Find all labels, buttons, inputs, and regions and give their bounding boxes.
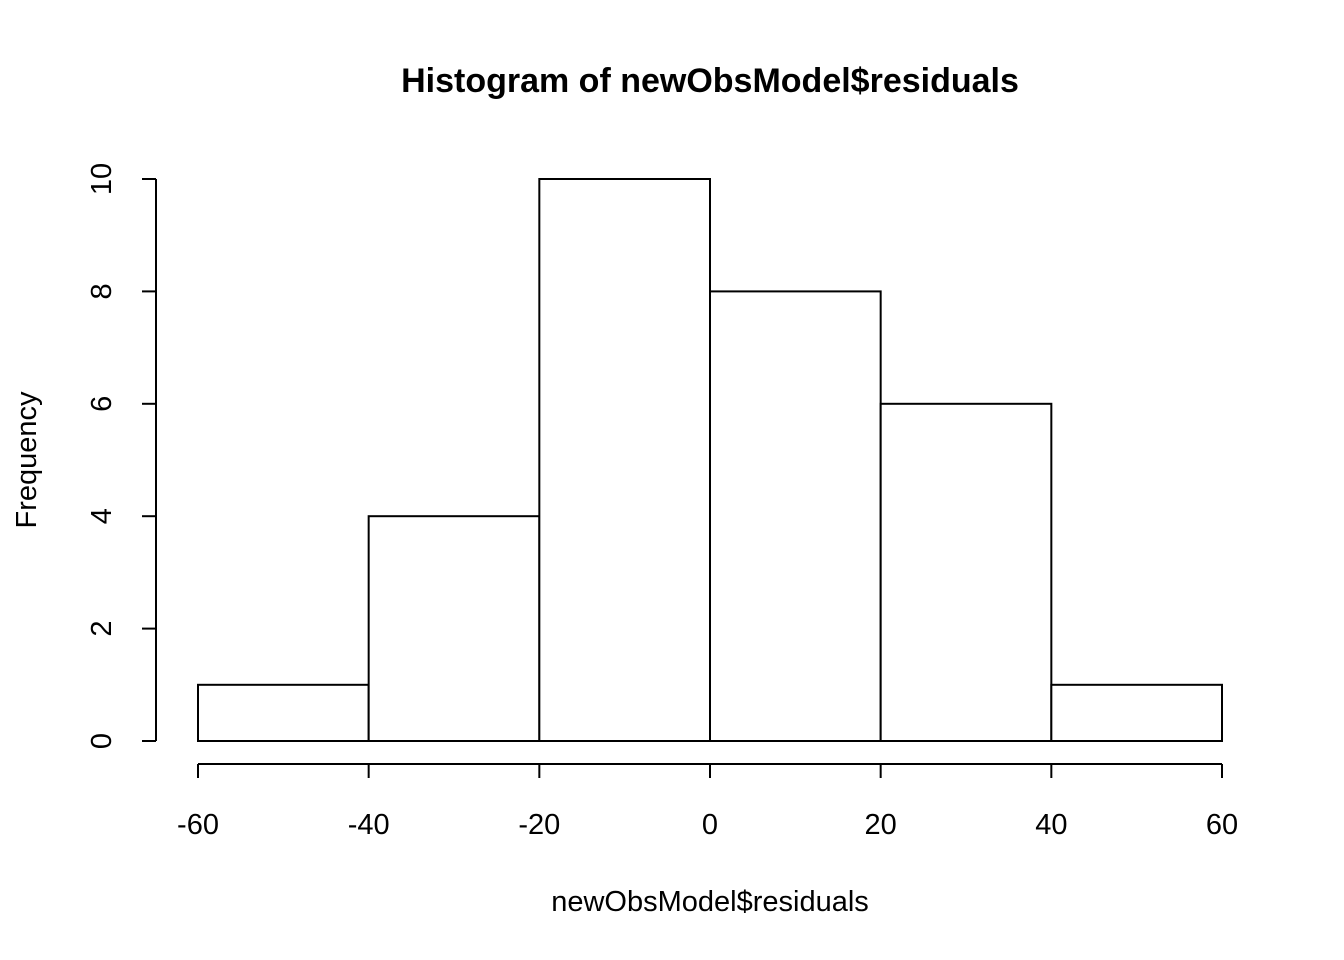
x-tick-label: 40 xyxy=(1035,809,1067,841)
x-axis: -60 -40 -20 0 20 40 60 xyxy=(177,763,1238,841)
y-tick-label: 10 xyxy=(86,163,118,195)
x-tick-label: 20 xyxy=(865,809,897,841)
y-tick-label: 2 xyxy=(86,621,118,637)
y-axis-label: Frequency xyxy=(11,391,43,529)
histogram-bar xyxy=(538,178,711,742)
histogram-bar xyxy=(709,290,882,742)
histogram-bar xyxy=(879,402,1053,742)
histogram-bar xyxy=(367,515,541,743)
x-tick-label: 0 xyxy=(702,809,718,841)
histogram-bar xyxy=(197,683,370,742)
chart-title: Histogram of newObsModel$residuals xyxy=(401,62,1019,100)
histogram-bar xyxy=(1050,683,1224,742)
x-tick-label: -20 xyxy=(518,809,560,841)
y-tick-label: 8 xyxy=(86,283,118,299)
x-tick-label: -40 xyxy=(348,809,390,841)
y-tick-label: 6 xyxy=(86,396,118,412)
y-axis: 0 2 4 6 8 10 xyxy=(86,163,157,749)
x-tick-label: -60 xyxy=(177,809,219,841)
x-tick-label: 60 xyxy=(1206,809,1238,841)
x-axis-label: newObsModel$residuals xyxy=(551,886,869,918)
bars-group xyxy=(197,178,1224,743)
y-tick-label: 4 xyxy=(86,508,118,524)
y-tick-label: 0 xyxy=(86,733,118,749)
